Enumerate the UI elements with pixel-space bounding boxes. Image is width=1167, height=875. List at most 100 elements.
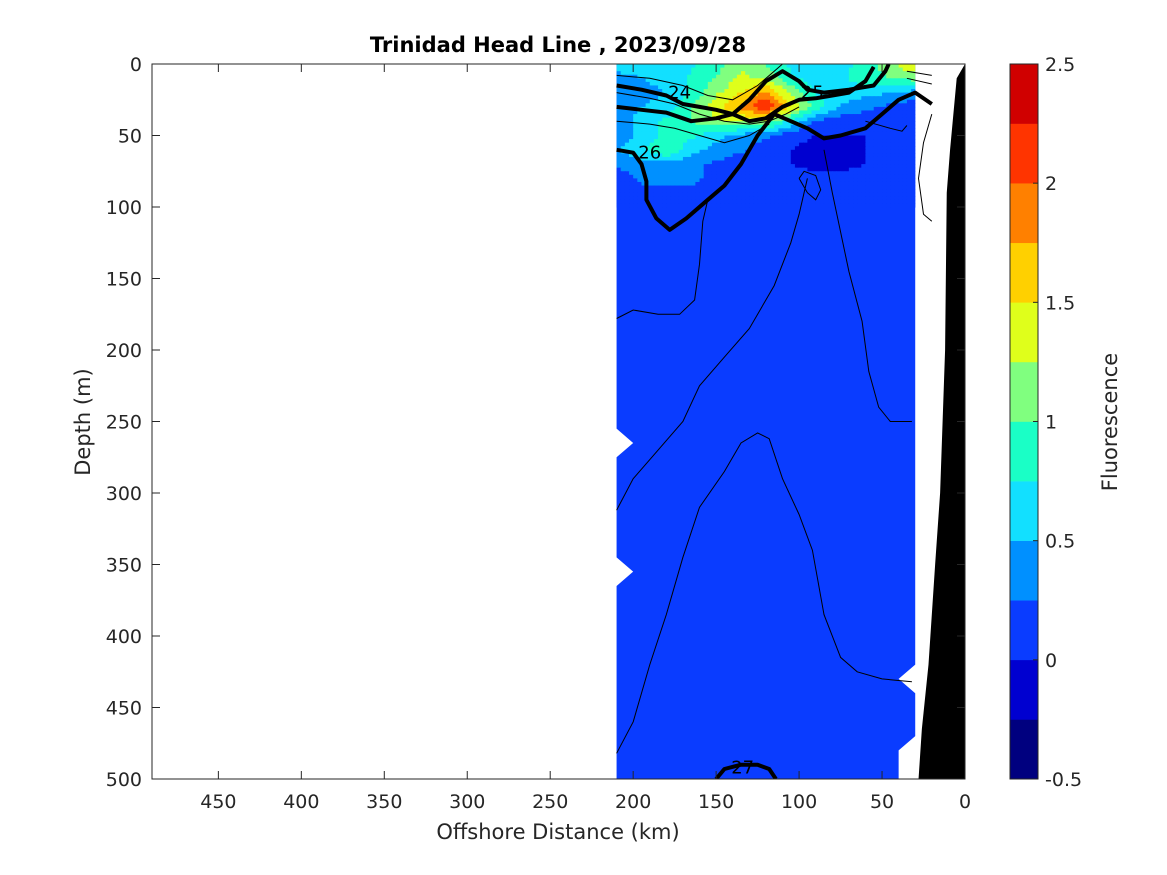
- field-cell: [819, 81, 825, 87]
- field-cell: [890, 85, 896, 90]
- field-cell: [786, 167, 792, 172]
- density-contour-thin: [823, 149, 912, 422]
- field-cell: [894, 139, 900, 144]
- field-cell: [649, 74, 655, 79]
- field-cell: [662, 178, 667, 183]
- field-cell: [861, 164, 867, 169]
- field-cell: [815, 110, 821, 115]
- field-cell: [629, 96, 634, 101]
- field-cell: [844, 156, 850, 162]
- field-cell: [649, 174, 655, 179]
- field-cell: [649, 181, 655, 187]
- field-cell: [629, 203, 634, 208]
- field-cell: [890, 192, 896, 197]
- field-cell: [695, 124, 701, 129]
- field-cell: [732, 89, 738, 94]
- field-cell: [823, 131, 829, 137]
- field-cell: [629, 181, 634, 187]
- field-cell: [823, 171, 829, 176]
- field-cell: [877, 85, 883, 90]
- field-cell: [911, 124, 916, 129]
- field-cell: [832, 156, 838, 162]
- field-cell: [836, 71, 842, 76]
- field-cell: [782, 106, 788, 112]
- field-cell: [753, 149, 759, 154]
- field-cell: [732, 156, 738, 162]
- field-cell: [662, 181, 667, 187]
- field-cell: [807, 131, 813, 137]
- field-cell: [624, 164, 630, 169]
- field-cell: [691, 106, 696, 112]
- field-cell: [823, 106, 829, 112]
- field-cell: [823, 203, 829, 208]
- field-cell: [770, 89, 775, 94]
- field-cell: [703, 81, 709, 87]
- field-cell: [703, 71, 709, 76]
- field-cell: [836, 185, 842, 190]
- field-cell: [848, 96, 854, 101]
- density-contour-thin: [906, 70, 932, 76]
- field-cell: [711, 160, 717, 165]
- field-cell: [666, 153, 672, 158]
- field-cell: [691, 85, 696, 90]
- field-cell: [716, 124, 721, 129]
- field-cell: [728, 85, 734, 90]
- field-cell: [707, 164, 713, 169]
- field-cell: [882, 139, 887, 144]
- field-cell: [749, 174, 755, 179]
- field-cell: [707, 81, 713, 87]
- field-cell: [745, 67, 750, 72]
- field-cell: [861, 92, 867, 97]
- colorbar-tick-label: 1: [1045, 412, 1057, 434]
- field-cell: [753, 192, 759, 197]
- field-cell: [682, 174, 688, 179]
- field-cell: [840, 174, 846, 179]
- field-cell: [653, 135, 659, 140]
- field-cell: [695, 164, 701, 169]
- field-cell: [790, 81, 796, 87]
- y-tick-label: 250: [106, 412, 142, 434]
- field-cell: [641, 64, 647, 69]
- field-cell: [724, 185, 730, 190]
- field-cell: [616, 64, 622, 69]
- field-cell: [774, 103, 779, 108]
- field-cell: [770, 146, 775, 151]
- field-cell: [720, 203, 726, 208]
- field-cell: [716, 81, 721, 87]
- field-cell: [724, 99, 730, 104]
- field-cell: [687, 85, 692, 90]
- field-cell: [724, 96, 730, 101]
- field-cell: [629, 124, 634, 129]
- field-cell: [620, 171, 626, 176]
- field-cell: [633, 164, 638, 169]
- field-cell: [699, 78, 705, 83]
- field-cell: [637, 146, 643, 151]
- field-cell: [902, 114, 908, 119]
- field-cell: [857, 64, 862, 69]
- field-cell: [873, 128, 879, 133]
- field-cell: [732, 135, 738, 140]
- field-cell: [877, 142, 883, 147]
- field-cell: [882, 78, 887, 83]
- field-cell: [732, 181, 738, 187]
- field-cell: [886, 135, 891, 140]
- field-cell: [869, 142, 875, 147]
- field-cell: [902, 142, 908, 147]
- colorbar: 2.521.510.50-0.5: [1009, 54, 1082, 791]
- field-cell: [745, 192, 750, 197]
- field-cell: [819, 196, 825, 201]
- field-cell: [828, 153, 833, 158]
- field-cell: [707, 139, 713, 144]
- colorbar-swatch: [1010, 64, 1038, 124]
- field-cell: [749, 128, 755, 133]
- field-cell: [629, 110, 634, 115]
- field-cell: [832, 178, 838, 183]
- field-cell: [620, 196, 626, 201]
- field-cell: [815, 85, 821, 90]
- field-cell: [807, 81, 813, 87]
- field-cell: [649, 203, 655, 208]
- field-cell: [745, 156, 750, 162]
- field-cell: [658, 203, 663, 208]
- field-cell: [757, 153, 763, 158]
- field-cell: [807, 67, 813, 72]
